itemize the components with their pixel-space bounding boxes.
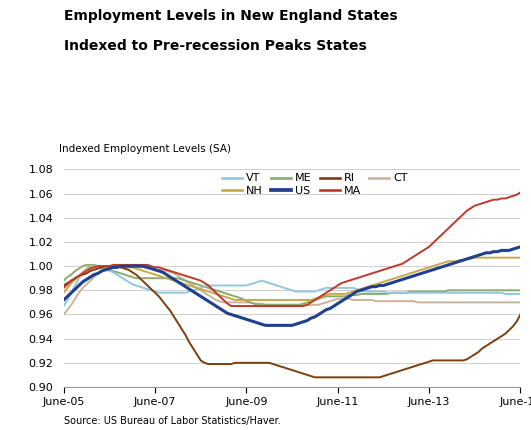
RI — [354, 375, 360, 380]
US — [373, 284, 379, 289]
Line: CT: CT — [64, 266, 520, 314]
NH — [259, 298, 265, 303]
NH — [494, 255, 501, 260]
RI — [102, 264, 109, 269]
NH — [167, 277, 174, 282]
NH — [373, 282, 379, 287]
Line: RI: RI — [64, 266, 520, 378]
MA — [350, 277, 356, 282]
RI — [312, 375, 318, 380]
VT — [61, 304, 67, 309]
CT — [259, 301, 265, 306]
Text: Indexed Employment Levels (SA): Indexed Employment Levels (SA) — [59, 144, 231, 154]
VT — [517, 292, 524, 297]
ME — [376, 292, 383, 297]
Text: Employment Levels in New England States: Employment Levels in New England States — [64, 9, 397, 23]
ME — [255, 302, 261, 307]
US — [106, 266, 113, 271]
NH — [106, 265, 113, 270]
CT — [61, 312, 67, 317]
MA — [259, 304, 265, 309]
CT — [491, 300, 497, 305]
Text: Indexed to Pre-recession Peaks States: Indexed to Pre-recession Peaks States — [64, 39, 366, 53]
US — [255, 320, 261, 326]
Text: Source: US Bureau of Labor Statistics/Haver.: Source: US Bureau of Labor Statistics/Ha… — [64, 416, 280, 426]
RI — [494, 336, 501, 341]
US — [61, 298, 67, 303]
ME — [171, 276, 177, 281]
CT — [373, 298, 379, 304]
CT — [517, 300, 524, 305]
MA — [517, 190, 524, 195]
MA — [61, 286, 67, 291]
ME — [262, 302, 269, 307]
CT — [106, 265, 113, 270]
ME — [110, 268, 116, 273]
MA — [228, 304, 234, 309]
VT — [110, 270, 116, 275]
Line: VT: VT — [64, 266, 520, 306]
NH — [472, 255, 478, 260]
Line: US: US — [64, 247, 520, 326]
NH — [61, 290, 67, 295]
NH — [350, 289, 356, 294]
VT — [373, 289, 379, 294]
VT — [350, 286, 356, 291]
ME — [517, 288, 524, 293]
VT — [87, 264, 93, 269]
US — [167, 274, 174, 280]
CT — [110, 264, 116, 269]
Line: ME: ME — [64, 265, 520, 305]
RI — [517, 312, 524, 317]
VT — [171, 290, 177, 295]
MA — [167, 268, 174, 273]
ME — [61, 278, 67, 283]
RI — [171, 314, 177, 319]
RI — [61, 283, 67, 288]
VT — [259, 278, 265, 283]
VT — [491, 290, 497, 295]
ME — [354, 292, 360, 298]
Legend: VT, NH, ME, US, RI, MA, CT: VT, NH, ME, US, RI, MA, CT — [222, 173, 408, 196]
ME — [83, 262, 90, 267]
US — [350, 292, 356, 297]
US — [262, 323, 269, 328]
RI — [376, 375, 383, 380]
NH — [517, 255, 524, 260]
MA — [491, 197, 497, 202]
MA — [106, 264, 113, 269]
CT — [171, 271, 177, 276]
RI — [259, 360, 265, 366]
MA — [373, 270, 379, 275]
CT — [350, 298, 356, 303]
Line: NH: NH — [64, 258, 520, 300]
US — [491, 249, 497, 254]
ME — [494, 288, 501, 293]
RI — [110, 264, 116, 269]
Line: MA: MA — [64, 192, 520, 306]
NH — [232, 298, 238, 303]
US — [517, 244, 524, 249]
